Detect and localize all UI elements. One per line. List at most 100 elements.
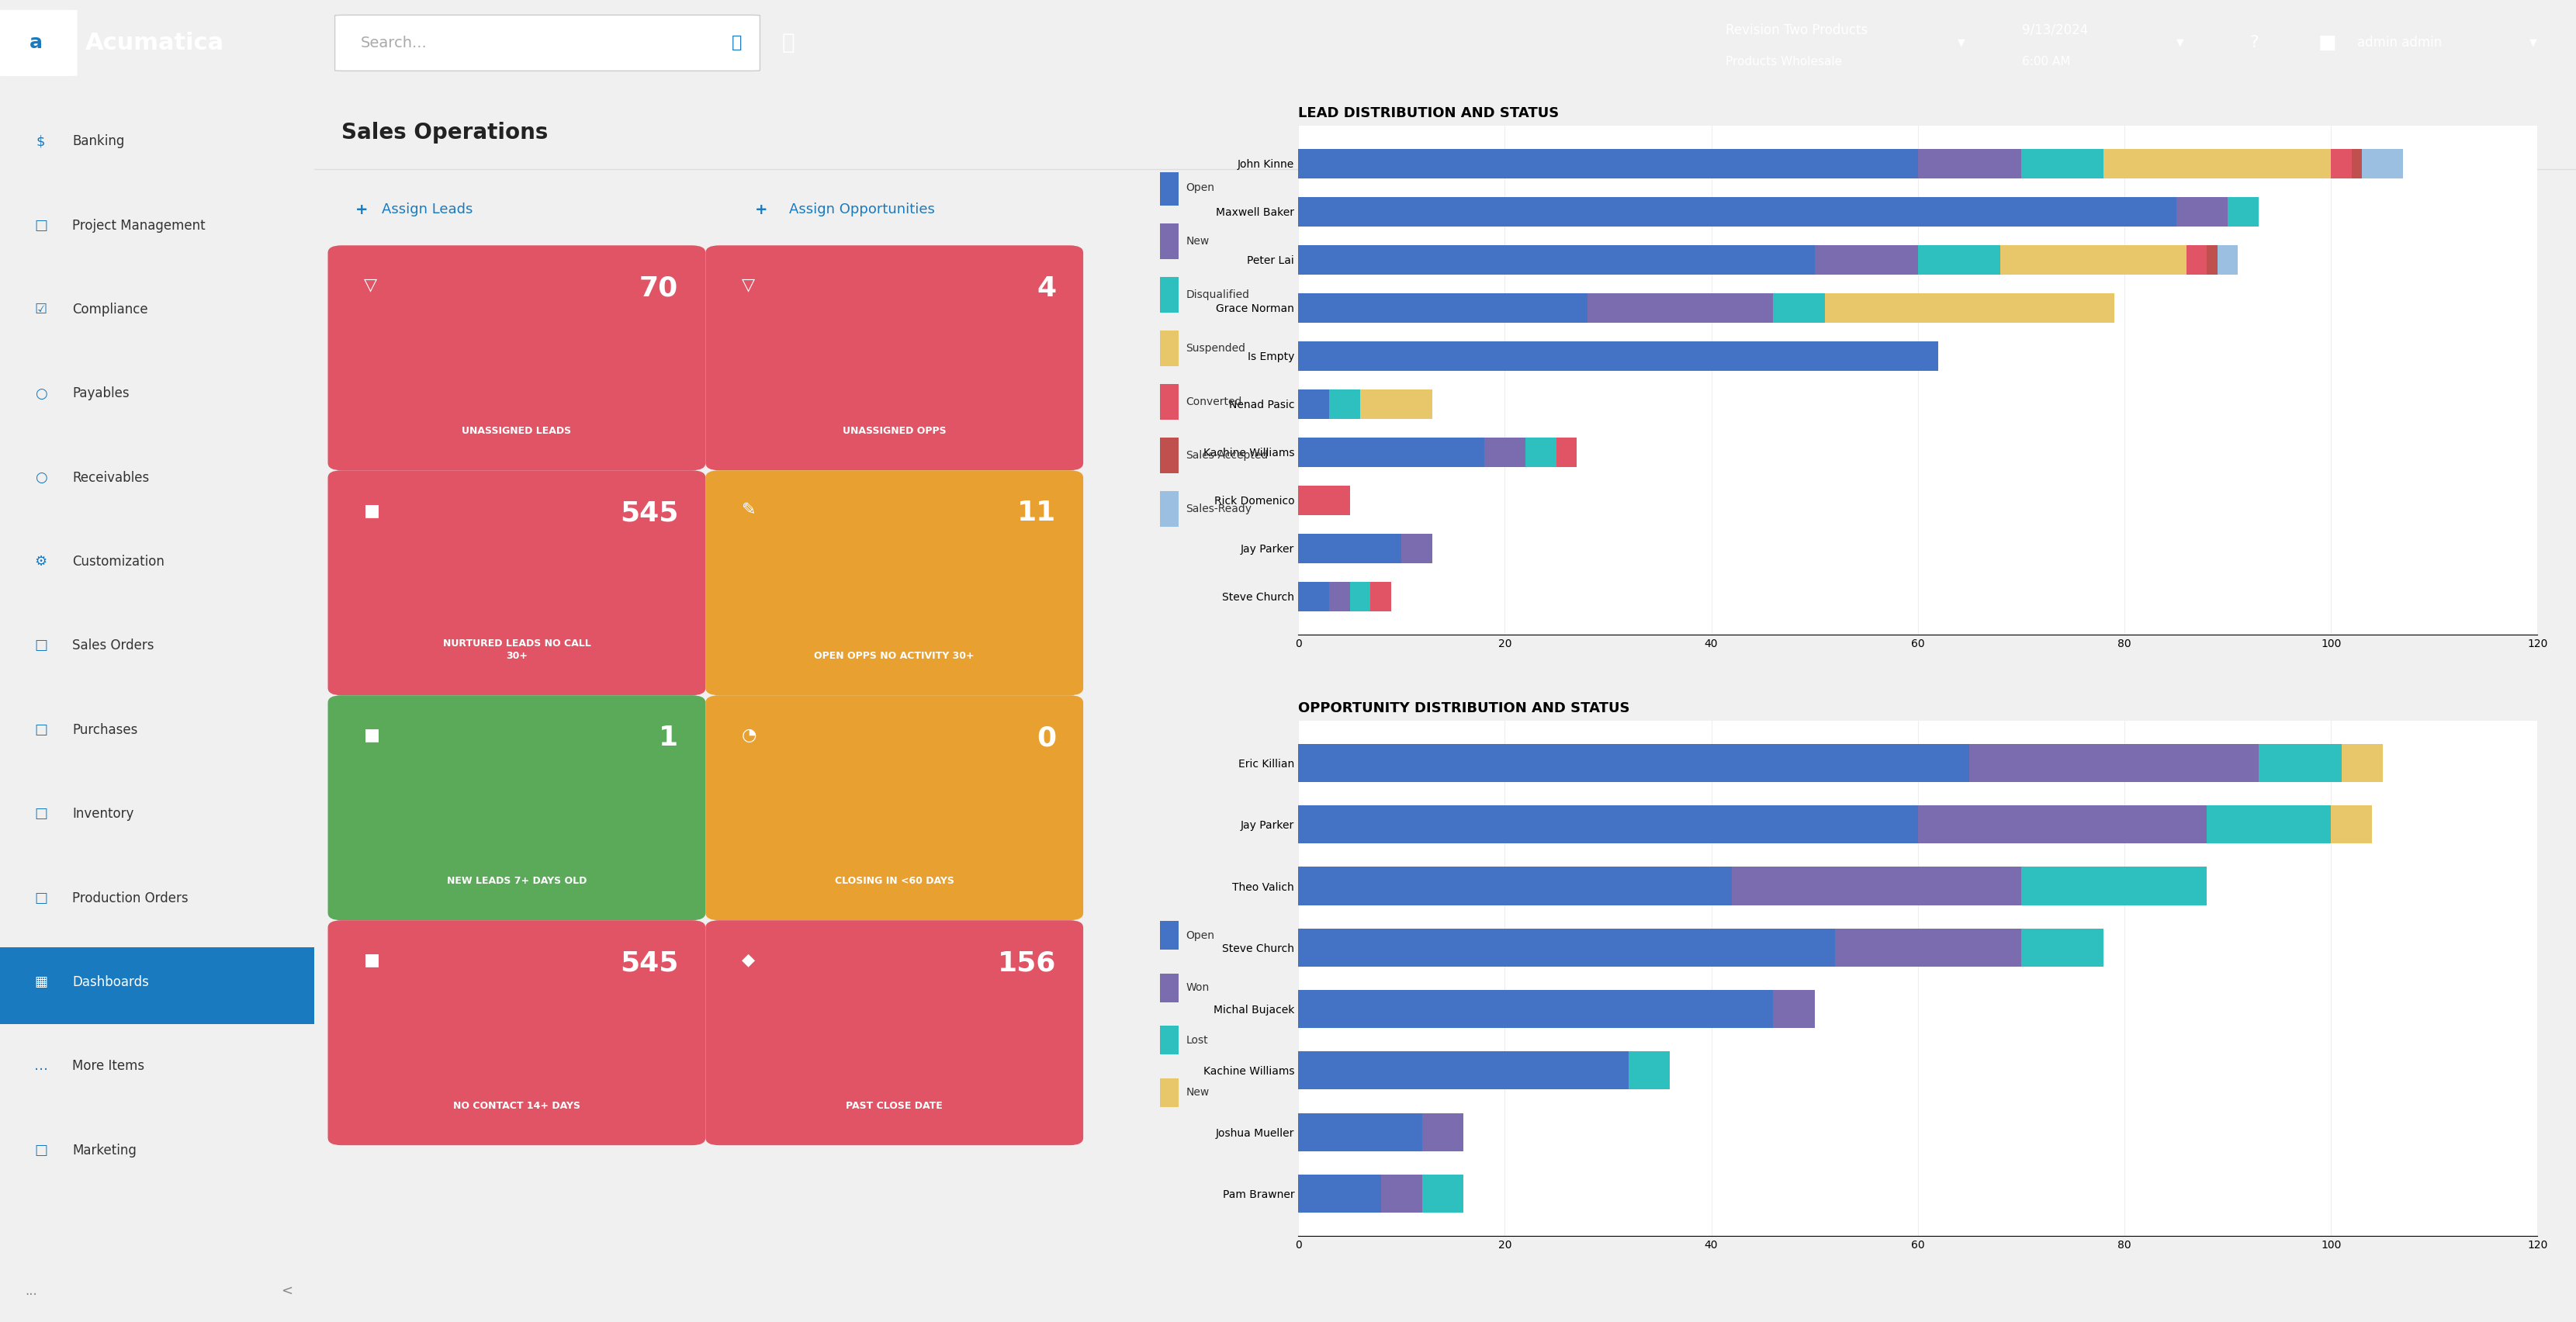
Text: …: … — [33, 1059, 49, 1073]
Text: ▼: ▼ — [2530, 38, 2537, 48]
Text: NEW LEADS 7+ DAYS OLD: NEW LEADS 7+ DAYS OLD — [446, 875, 587, 886]
Bar — [1525, 438, 1556, 467]
Bar — [1919, 805, 2208, 843]
Bar — [2022, 148, 2105, 178]
Text: ⌕: ⌕ — [732, 36, 742, 50]
Text: Banking: Banking — [72, 135, 124, 148]
Bar — [1298, 1113, 1422, 1151]
Bar — [2362, 148, 2403, 178]
Bar — [1587, 293, 1772, 323]
Text: UNASSIGNED LEADS: UNASSIGNED LEADS — [461, 426, 572, 436]
Bar — [1350, 582, 1370, 611]
Text: Disqualified: Disqualified — [1185, 290, 1249, 300]
Text: admin admin: admin admin — [2357, 36, 2442, 50]
Text: New: New — [1185, 235, 1211, 247]
Bar — [2331, 805, 2372, 843]
Bar — [1298, 990, 1772, 1029]
FancyBboxPatch shape — [335, 15, 760, 71]
Text: PAST CLOSE DATE: PAST CLOSE DATE — [845, 1100, 943, 1110]
FancyBboxPatch shape — [0, 9, 77, 77]
FancyBboxPatch shape — [706, 246, 1084, 471]
Text: Assign Leads: Assign Leads — [381, 202, 474, 217]
Text: Sales Operations: Sales Operations — [343, 122, 549, 144]
FancyBboxPatch shape — [1159, 1079, 1180, 1107]
Text: Won: Won — [1185, 982, 1211, 993]
Text: REFRESH ALL: REFRESH ALL — [1919, 127, 1999, 139]
Text: Assign Opportunities: Assign Opportunities — [788, 202, 935, 217]
Bar — [2259, 744, 2342, 783]
FancyBboxPatch shape — [327, 471, 706, 695]
Bar — [1731, 867, 2022, 906]
Text: Revision Two Products: Revision Two Products — [1726, 22, 1868, 37]
Bar — [2208, 805, 2331, 843]
Bar — [2352, 148, 2362, 178]
Text: UNASSIGNED OPPS: UNASSIGNED OPPS — [842, 426, 945, 436]
Bar — [1422, 1174, 1463, 1212]
Bar — [1329, 582, 1350, 611]
Text: OPPORTUNITY DISTRIBUTION AND STATUS: OPPORTUNITY DISTRIBUTION AND STATUS — [1298, 701, 1631, 715]
Text: □: □ — [33, 1144, 46, 1157]
Text: ...: ... — [26, 1284, 39, 1298]
Bar — [2105, 148, 2331, 178]
Text: ■: ■ — [363, 952, 381, 968]
Text: ▼: ▼ — [1958, 38, 1965, 48]
Text: Payables: Payables — [72, 387, 129, 401]
Bar — [1298, 485, 1350, 516]
Text: 4: 4 — [1036, 275, 1056, 301]
Text: Acumatica: Acumatica — [85, 32, 224, 54]
Text: Marketing: Marketing — [72, 1144, 137, 1157]
Text: 156: 156 — [997, 951, 1056, 977]
Text: Lost: Lost — [1185, 1035, 1208, 1046]
Text: ▽: ▽ — [363, 278, 376, 293]
Text: Inventory: Inventory — [72, 806, 134, 821]
Bar — [1298, 867, 1731, 906]
Text: Search...: Search... — [361, 36, 428, 50]
Bar — [2228, 197, 2259, 226]
Bar — [1298, 389, 1329, 419]
Text: 0: 0 — [1036, 724, 1056, 751]
Text: 6:00 AM: 6:00 AM — [2022, 56, 2071, 67]
Bar — [1298, 744, 1971, 783]
Text: ▽: ▽ — [742, 278, 755, 293]
Bar — [2187, 245, 2208, 275]
Text: Project Management: Project Management — [72, 218, 206, 233]
Bar — [1381, 1174, 1422, 1212]
Bar — [1814, 245, 1919, 275]
Bar — [1298, 245, 1814, 275]
Text: $: $ — [36, 135, 46, 148]
Text: Converted: Converted — [1185, 397, 1242, 407]
FancyBboxPatch shape — [327, 695, 706, 920]
FancyBboxPatch shape — [1159, 383, 1180, 420]
Bar — [1919, 245, 2002, 275]
Bar — [1772, 990, 1814, 1029]
Text: Suspended: Suspended — [1185, 342, 1247, 354]
Text: ○: ○ — [33, 387, 46, 401]
Text: +: + — [355, 202, 374, 217]
FancyBboxPatch shape — [1159, 1026, 1180, 1055]
FancyBboxPatch shape — [327, 246, 706, 471]
Text: □: □ — [33, 891, 46, 906]
Bar — [1360, 389, 1432, 419]
Text: ⚙: ⚙ — [33, 555, 46, 568]
Text: ?: ? — [2249, 36, 2259, 50]
Bar — [1401, 534, 1432, 563]
Bar — [1556, 438, 1577, 467]
Text: a: a — [28, 33, 44, 53]
FancyBboxPatch shape — [1159, 438, 1180, 473]
Text: More Items: More Items — [72, 1059, 144, 1073]
Text: □: □ — [33, 639, 46, 653]
Bar — [1298, 1051, 1628, 1089]
Text: 9/13/2024: 9/13/2024 — [2022, 22, 2089, 37]
FancyBboxPatch shape — [706, 695, 1084, 920]
Bar — [1298, 805, 1919, 843]
Bar — [1298, 1174, 1381, 1212]
Text: □: □ — [33, 723, 46, 736]
Text: <: < — [281, 1284, 291, 1298]
Bar — [1422, 1113, 1463, 1151]
FancyBboxPatch shape — [0, 948, 314, 1025]
Bar — [1824, 293, 2115, 323]
Text: ▦: ▦ — [33, 976, 46, 989]
Text: +: + — [755, 202, 773, 217]
Text: ☑: ☑ — [33, 303, 46, 317]
Text: ■: ■ — [363, 502, 381, 518]
